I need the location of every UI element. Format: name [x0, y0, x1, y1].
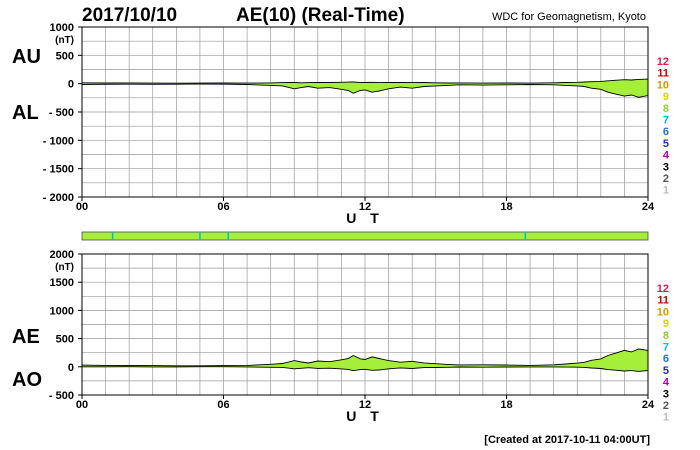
station-count-4: 4	[663, 150, 670, 162]
date-label: 2017/10/10	[82, 5, 177, 26]
station-count-9: 9	[663, 91, 669, 103]
station-count-4: 4	[663, 377, 670, 389]
station-count-5: 5	[663, 365, 669, 377]
y-tick-label: 500	[56, 334, 74, 346]
station-count-3: 3	[663, 388, 669, 400]
x-tick-label: 00	[76, 201, 88, 213]
y-tick-label: 1500	[50, 277, 74, 289]
x-tick-label: 24	[642, 399, 655, 411]
component-label-upper: AE	[12, 326, 40, 348]
y-tick-label: 0	[68, 362, 74, 374]
grid-lines	[82, 254, 648, 395]
created-timestamp: [Created at 2017-10-11 04:00UT]	[484, 434, 650, 446]
y-tick-label: - 500	[49, 390, 74, 402]
y-tick-label: - 1000	[43, 135, 74, 147]
component-label-lower: AO	[12, 369, 42, 391]
organization-label: WDC for Geomagnetism, Kyoto	[492, 11, 646, 23]
ae-ao-panel: 2000 1500 1000 500 0 - 500 (nT) 00 06 12 18 24 U T AE…	[12, 249, 655, 424]
y-tick-label: - 500	[49, 107, 74, 119]
x-axis-label: U T	[346, 408, 384, 424]
series-line-AO	[82, 366, 649, 372]
y-tick-label: 0	[68, 79, 74, 91]
availability-fill	[81, 231, 649, 241]
station-count-10: 10	[657, 306, 669, 318]
station-count-6: 6	[663, 126, 669, 138]
y-tick-label: - 2000	[43, 192, 74, 204]
station-count-12: 12	[657, 283, 669, 295]
x-tick-label: 24	[642, 201, 655, 213]
series-line-AU	[81, 78, 649, 84]
y-tick-label: 500	[56, 50, 74, 62]
au-al-panel: 1000 500 0 - 500 - 1000 - 1500 - 2000 (nT) 00 06 1…	[12, 22, 655, 226]
station-count-9: 9	[663, 318, 669, 330]
x-axis-label: U T	[346, 210, 384, 226]
x-tick-label: 18	[500, 399, 512, 411]
component-label-lower: AL	[12, 102, 39, 124]
station-count-11: 11	[657, 68, 669, 80]
station-count-1: 1	[663, 412, 669, 424]
x-tick-label: 06	[217, 399, 229, 411]
station-count-7: 7	[663, 342, 669, 354]
band-fill-AU-AL	[82, 79, 648, 98]
y-tick-label: 1000	[50, 22, 74, 34]
figure-heading: AE(10) (Real-Time)	[236, 5, 405, 26]
station-count-12: 12	[657, 56, 669, 68]
station-count-5: 5	[663, 138, 669, 150]
station-count-2: 2	[663, 173, 669, 185]
series-line-AL	[81, 83, 649, 98]
series-line-AE	[81, 348, 649, 367]
y-unit-label: (nT)	[55, 262, 74, 273]
station-count-6: 6	[663, 353, 669, 365]
component-label-upper: AU	[12, 46, 41, 68]
station-count-1: 1	[663, 185, 669, 197]
x-tick-label: 12	[359, 399, 371, 411]
station-count-8: 8	[663, 330, 669, 342]
x-tick-label: 06	[217, 201, 229, 213]
y-unit-label: (nT)	[55, 35, 74, 46]
station-count-11: 11	[657, 295, 669, 307]
station-count-8: 8	[663, 103, 669, 115]
station-count-7: 7	[663, 115, 669, 127]
x-tick-label: 12	[359, 201, 371, 213]
station-count-10: 10	[657, 79, 669, 91]
grid-lines	[82, 27, 648, 197]
x-tick-label: 00	[76, 399, 88, 411]
station-count-2: 2	[663, 400, 669, 412]
x-tick-label: 18	[500, 201, 512, 213]
station-count-3: 3	[663, 161, 669, 173]
data-availability-bar	[81, 231, 649, 241]
y-tick-label: 2000	[50, 249, 74, 261]
y-tick-label: - 1500	[43, 164, 74, 176]
y-tick-label: 1000	[50, 305, 74, 317]
